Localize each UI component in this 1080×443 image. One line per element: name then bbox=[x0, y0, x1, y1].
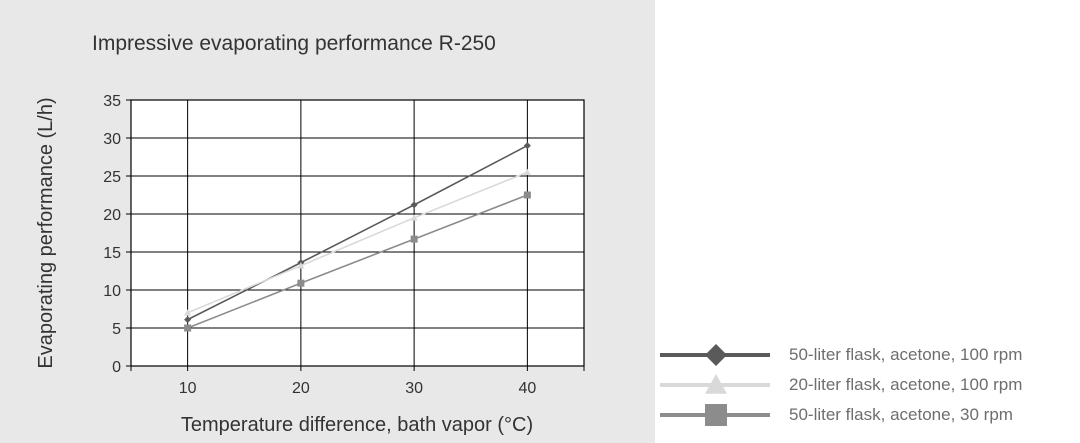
y-tick-label: 35 bbox=[103, 93, 121, 110]
y-tick-label: 15 bbox=[103, 245, 121, 262]
data-point bbox=[184, 316, 192, 324]
x-tick-label: 10 bbox=[179, 380, 197, 397]
legend: 50-liter flask, acetone, 100 rpm 20-liter… bbox=[660, 340, 1080, 430]
y-tick-label: 5 bbox=[112, 321, 121, 338]
data-point bbox=[523, 168, 531, 175]
series-line-2 bbox=[187, 171, 528, 314]
data-point bbox=[410, 214, 418, 221]
x-tick-label: 40 bbox=[518, 380, 536, 397]
legend-item: 50-liter flask, acetone, 100 rpm bbox=[660, 340, 1080, 370]
legend-swatch bbox=[660, 344, 770, 366]
chart-panel: Impressive evaporating performance R-250… bbox=[0, 0, 655, 443]
data-point bbox=[410, 235, 418, 243]
data-point bbox=[297, 279, 305, 287]
legend-marker bbox=[705, 374, 727, 394]
x-tick-label: 30 bbox=[405, 380, 423, 397]
data-point bbox=[410, 201, 418, 209]
y-tick-label: 10 bbox=[103, 283, 121, 300]
legend-marker bbox=[705, 404, 727, 426]
y-tick-label: 0 bbox=[112, 359, 121, 376]
data-point bbox=[184, 309, 192, 316]
y-tick-label: 30 bbox=[103, 131, 121, 148]
legend-swatch bbox=[660, 374, 770, 394]
series-line-1 bbox=[187, 144, 528, 321]
legend-item: 50-liter flask, acetone, 30 rpm bbox=[660, 400, 1080, 430]
y-tick-label: 20 bbox=[103, 207, 121, 224]
legend-label: 50-liter flask, acetone, 30 rpm bbox=[789, 405, 1013, 424]
legend-label: 50-liter flask, acetone, 100 rpm bbox=[789, 345, 1023, 364]
y-tick-label: 25 bbox=[103, 169, 121, 186]
y-axis-label: Evaporating performance (L/h) bbox=[35, 97, 57, 368]
line-chart: Impressive evaporating performance R-250… bbox=[35, 32, 585, 436]
data-point bbox=[523, 191, 531, 199]
chart-title: Impressive evaporating performance R-250 bbox=[92, 32, 496, 55]
data-point bbox=[297, 262, 305, 269]
x-tick-label: 20 bbox=[292, 380, 310, 397]
legend-item: 20-liter flask, acetone, 100 rpm bbox=[660, 370, 1080, 400]
legend-marker bbox=[705, 344, 727, 366]
legend-swatch bbox=[660, 404, 770, 426]
data-point bbox=[523, 142, 531, 150]
x-axis-label: Temperature difference, bath vapor (°C) bbox=[181, 414, 533, 436]
series-line-3 bbox=[187, 194, 528, 329]
legend-label: 20-liter flask, acetone, 100 rpm bbox=[789, 375, 1023, 394]
data-point bbox=[184, 324, 192, 332]
